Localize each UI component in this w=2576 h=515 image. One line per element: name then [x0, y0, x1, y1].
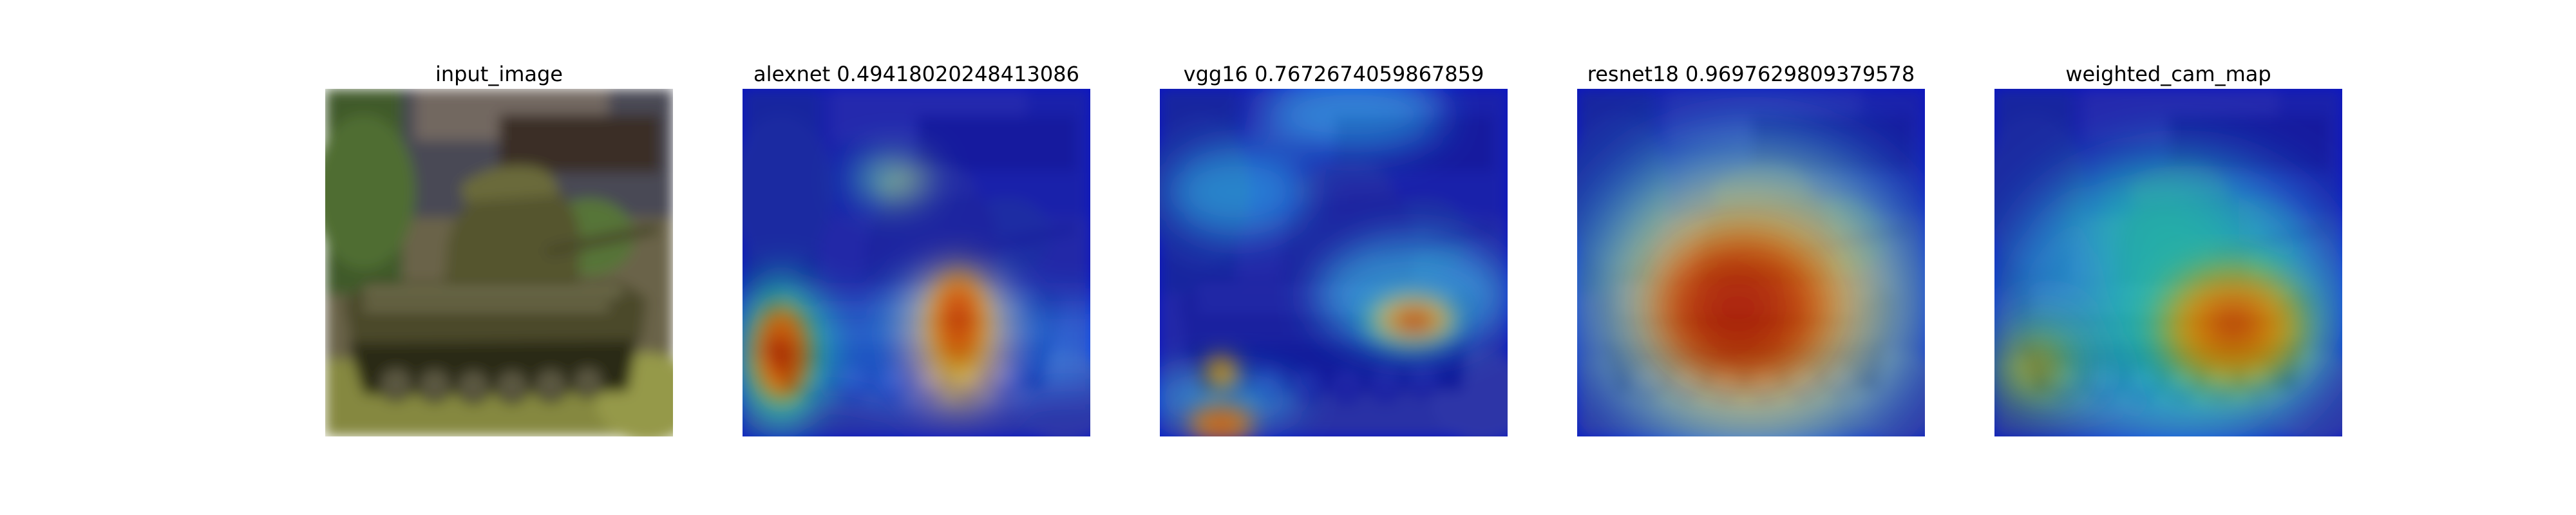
panel-weighted-cam-map: weighted_cam_map [1994, 61, 2342, 436]
panel-resnet18: resnet18 0.9697629809379578 [1577, 61, 1925, 436]
panel-title: input_image [435, 62, 563, 86]
panel-title: resnet18 0.9697629809379578 [1587, 62, 1915, 86]
input-image [325, 89, 673, 436]
vgg16-cam-overlay [1160, 89, 1508, 436]
weighted-cam-map-overlay [1994, 89, 2342, 436]
alexnet-cam-overlay [743, 89, 1090, 436]
panel-alexnet: alexnet 0.49418020248413086 [743, 61, 1090, 436]
panel-title: weighted_cam_map [2065, 62, 2271, 86]
resnet18-cam-overlay [1577, 89, 1925, 436]
panel-title: alexnet 0.49418020248413086 [753, 62, 1079, 86]
panel-title: vgg16 0.7672674059867859 [1183, 62, 1484, 86]
panel-input-image: input_image [325, 61, 673, 436]
panel-vgg16: vgg16 0.7672674059867859 [1160, 61, 1508, 436]
